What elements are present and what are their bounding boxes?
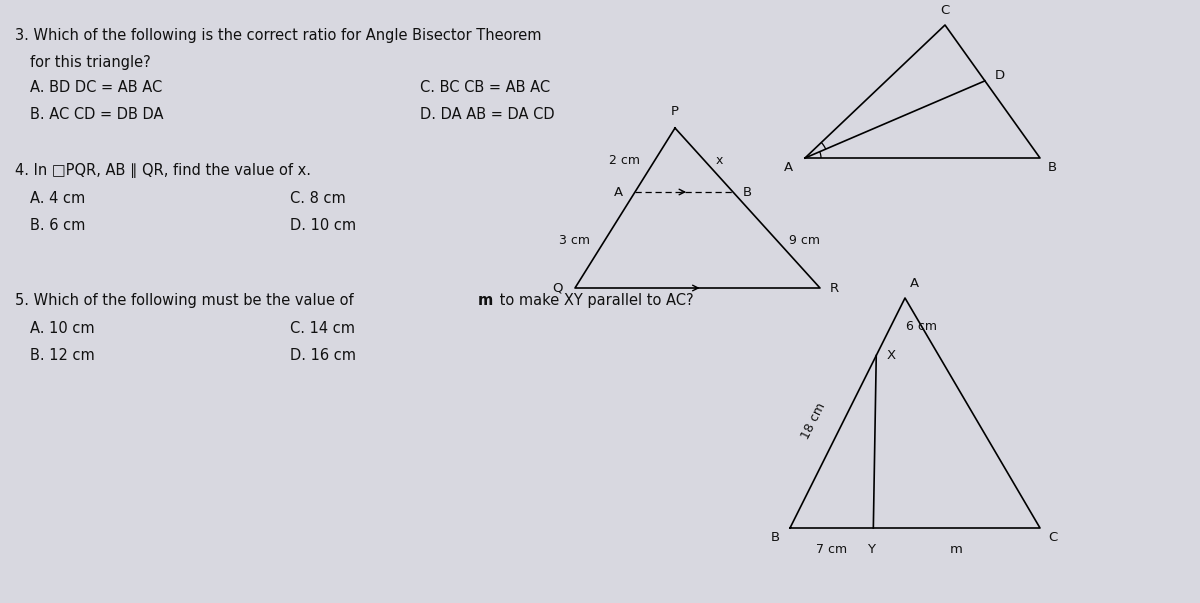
Text: 3 cm: 3 cm xyxy=(559,233,590,247)
Text: C. BC CB = AB AC: C. BC CB = AB AC xyxy=(420,80,550,95)
Text: D. 16 cm: D. 16 cm xyxy=(290,348,356,363)
Text: 18 cm: 18 cm xyxy=(798,401,828,442)
Text: D. 10 cm: D. 10 cm xyxy=(290,218,356,233)
Text: B: B xyxy=(1048,161,1057,174)
Text: Q: Q xyxy=(552,282,563,294)
Text: R: R xyxy=(830,282,839,294)
Text: B. 12 cm: B. 12 cm xyxy=(30,348,95,363)
Text: X: X xyxy=(887,349,895,362)
Text: C: C xyxy=(1048,531,1057,544)
Text: A: A xyxy=(784,161,793,174)
Text: 9 cm: 9 cm xyxy=(788,233,820,247)
Text: B. AC CD = DB DA: B. AC CD = DB DA xyxy=(30,107,163,122)
Text: C: C xyxy=(941,4,949,17)
Text: 2 cm: 2 cm xyxy=(610,154,640,166)
Text: C. 14 cm: C. 14 cm xyxy=(290,321,355,336)
Text: A. BD DC = AB AC: A. BD DC = AB AC xyxy=(30,80,162,95)
Text: to make XY parallel to AC?: to make XY parallel to AC? xyxy=(496,293,694,308)
Text: B: B xyxy=(743,186,752,198)
Text: m: m xyxy=(478,293,493,308)
Text: C. 8 cm: C. 8 cm xyxy=(290,191,346,206)
Text: for this triangle?: for this triangle? xyxy=(30,55,151,70)
Text: 7 cm: 7 cm xyxy=(816,543,847,556)
Text: Y: Y xyxy=(868,543,875,556)
Text: A. 10 cm: A. 10 cm xyxy=(30,321,95,336)
Text: A: A xyxy=(614,186,623,198)
Text: D: D xyxy=(995,69,1006,83)
Text: D. DA AB = DA CD: D. DA AB = DA CD xyxy=(420,107,554,122)
Text: x: x xyxy=(716,154,724,166)
Text: B. 6 cm: B. 6 cm xyxy=(30,218,85,233)
Text: 6 cm: 6 cm xyxy=(906,320,937,333)
Text: 5. Which of the following must be the value of: 5. Which of the following must be the va… xyxy=(14,293,359,308)
Text: P: P xyxy=(671,105,679,118)
Text: A: A xyxy=(910,277,919,290)
Text: A. 4 cm: A. 4 cm xyxy=(30,191,85,206)
Text: 3. Which of the following is the correct ratio for Angle Bisector Theorem: 3. Which of the following is the correct… xyxy=(14,28,541,43)
Text: B: B xyxy=(770,531,780,544)
Text: m: m xyxy=(950,543,964,556)
Text: 4. In □PQR, AB ∥ QR, find the value of x.: 4. In □PQR, AB ∥ QR, find the value of x… xyxy=(14,163,311,178)
